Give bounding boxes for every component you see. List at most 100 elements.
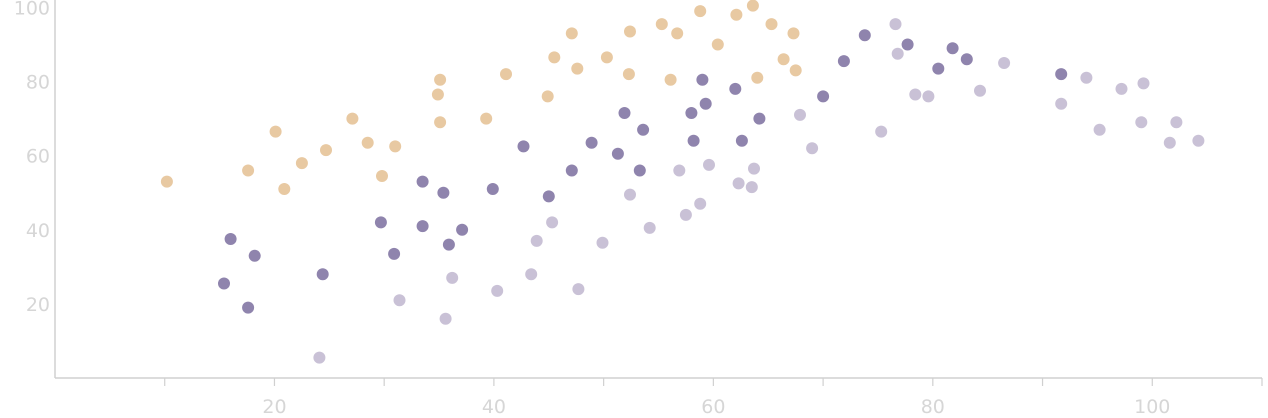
data-point-series-3 (748, 162, 760, 175)
data-point-series-1 (787, 27, 800, 40)
axes-layer: 20 40 60 80 100 20 40 60 80 100 (14, 0, 1263, 418)
data-point-series-2 (486, 183, 499, 195)
data-point-series-2 (542, 190, 555, 203)
data-point-series-1 (346, 112, 359, 125)
data-point-series-3 (1163, 136, 1176, 149)
data-point-series-3 (491, 284, 504, 297)
data-point-series-2 (585, 136, 598, 149)
y-tick-label: 20 (26, 294, 50, 316)
data-point-series-3 (794, 108, 806, 121)
data-point-series-2 (633, 164, 646, 177)
data-point-series-3 (889, 18, 902, 31)
data-point-series-1 (624, 25, 636, 38)
data-point-series-1 (664, 73, 677, 86)
data-point-series-1 (765, 18, 778, 31)
data-point-series-1 (571, 62, 584, 75)
y-tick-label: 80 (26, 72, 50, 94)
data-point-series-3 (1135, 116, 1148, 129)
data-point-series-1 (500, 68, 512, 81)
y-tick-label: 60 (26, 146, 50, 168)
data-point-series-1 (746, 0, 759, 12)
data-point-series-3 (439, 312, 452, 325)
data-point-series-1 (789, 64, 802, 77)
data-point-series-1 (711, 38, 724, 51)
data-point-series-3 (596, 236, 609, 249)
data-points-layer (160, 0, 1205, 364)
data-point-series-3 (1137, 77, 1150, 90)
data-point-series-1 (548, 51, 561, 64)
data-point-series-2 (699, 97, 712, 110)
data-point-series-2 (374, 216, 387, 229)
data-point-series-2 (316, 268, 329, 281)
data-point-series-2 (637, 123, 650, 136)
data-point-series-3 (703, 158, 715, 171)
data-point-series-2 (696, 73, 709, 86)
data-point-series-2 (456, 223, 469, 236)
data-point-series-1 (751, 71, 764, 84)
data-point-series-2 (388, 247, 401, 260)
data-point-series-3 (891, 47, 904, 60)
data-point-series-1 (541, 90, 554, 103)
data-point-series-1 (600, 51, 613, 64)
data-point-series-1 (361, 136, 374, 149)
data-point-series-2 (224, 233, 237, 245)
data-point-series-1 (376, 170, 388, 182)
data-point-series-3 (745, 181, 758, 194)
data-point-series-2 (729, 82, 742, 95)
data-point-series-2 (946, 42, 959, 55)
data-point-series-3 (922, 90, 935, 103)
data-point-series-1 (434, 116, 447, 129)
y-tick-label: 100 (14, 0, 50, 19)
data-point-series-3 (393, 294, 406, 307)
data-point-series-2 (1055, 68, 1068, 81)
data-point-series-3 (1080, 71, 1093, 84)
data-point-series-3 (624, 188, 636, 201)
data-point-series-3 (1055, 97, 1068, 110)
data-point-series-3 (806, 142, 819, 155)
data-point-series-1 (431, 88, 444, 101)
data-point-series-3 (694, 197, 707, 210)
data-point-series-3 (446, 271, 459, 284)
data-point-series-3 (1192, 134, 1205, 147)
data-point-series-2 (618, 107, 631, 119)
x-tick-label: 100 (1134, 396, 1170, 418)
data-point-series-2 (817, 90, 830, 103)
data-point-series-2 (242, 301, 255, 314)
data-point-series-1 (389, 140, 402, 153)
data-point-series-3 (909, 88, 922, 101)
data-point-series-3 (673, 164, 686, 177)
data-point-series-2 (248, 249, 261, 262)
data-point-series-1 (671, 27, 684, 40)
data-point-series-2 (442, 238, 455, 251)
data-point-series-1 (269, 125, 282, 138)
data-point-series-3 (1093, 123, 1106, 136)
data-point-series-3 (732, 177, 745, 190)
data-point-series-1 (242, 164, 255, 177)
data-point-series-1 (655, 18, 668, 31)
x-tick-label: 20 (262, 396, 286, 418)
data-point-series-1 (480, 112, 493, 125)
data-point-series-3 (643, 221, 656, 234)
data-point-series-2 (416, 220, 429, 233)
data-point-series-3 (679, 208, 692, 221)
data-point-series-2 (611, 147, 624, 160)
data-point-series-2 (753, 112, 766, 125)
data-point-series-3 (974, 84, 986, 97)
data-point-series-2 (687, 134, 700, 147)
data-point-series-3 (530, 234, 543, 247)
data-point-series-1 (730, 8, 743, 21)
data-point-series-2 (437, 186, 450, 199)
data-point-series-2 (858, 29, 871, 42)
data-point-series-1 (295, 157, 308, 170)
data-point-series-2 (565, 164, 578, 177)
x-tick-label: 60 (701, 396, 725, 418)
data-point-series-3 (572, 283, 585, 296)
data-point-series-1 (160, 175, 173, 188)
data-point-series-2 (685, 107, 698, 119)
data-point-series-1 (622, 68, 635, 81)
data-point-series-3 (546, 216, 559, 229)
data-point-series-3 (525, 268, 538, 281)
data-point-series-2 (735, 134, 748, 147)
data-point-series-1 (694, 5, 707, 18)
y-tick-label: 40 (26, 220, 50, 242)
